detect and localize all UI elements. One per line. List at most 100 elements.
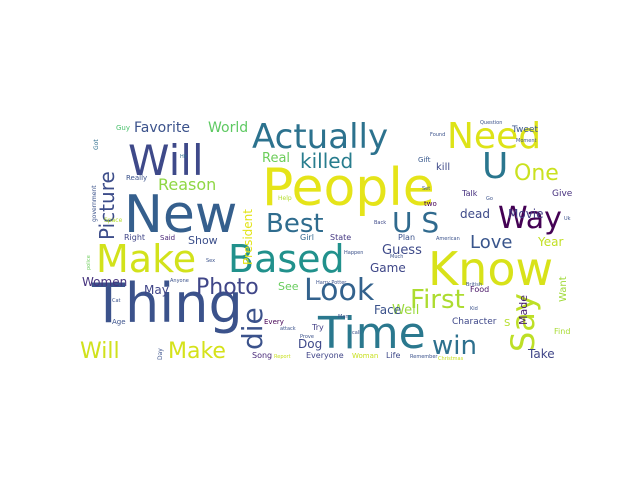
word-song: Song (252, 351, 272, 360)
word-based: Based (228, 237, 345, 281)
word-question: Question (480, 120, 502, 126)
word-government: government (91, 185, 98, 222)
word-u-s: U S (392, 206, 439, 239)
word-american: American (436, 236, 460, 242)
word-new: New (124, 185, 237, 245)
word-cat: Cat (112, 298, 121, 304)
word-dead: dead (460, 207, 490, 221)
word-food: Food (470, 285, 489, 294)
word-remember: Remember (410, 354, 438, 360)
word-two: two (424, 200, 437, 208)
word-face: Face (374, 303, 401, 317)
word-said: Said (160, 234, 175, 242)
word-take: Take (527, 347, 555, 361)
word-need: Need (447, 116, 541, 157)
word-much: Much (390, 254, 403, 260)
word-state: State (330, 233, 351, 242)
word-guess: Guess (382, 243, 422, 258)
word-photo: Photo (196, 275, 259, 300)
word-find: Find (554, 327, 570, 336)
word-try: Try (311, 323, 324, 332)
word-tweet: Tweet (511, 125, 538, 135)
word-killed: killed (300, 149, 353, 173)
word-police: police (86, 255, 92, 270)
word-actually: Actually (252, 117, 388, 157)
word-president: President (241, 209, 255, 265)
word-women: Women (82, 275, 127, 289)
word-will: Will (80, 339, 120, 364)
word-show: Show (188, 234, 218, 247)
word-character: Character (452, 317, 497, 327)
word-may: May (144, 283, 169, 297)
word-sex: Sex (206, 258, 215, 264)
word-report: Report (274, 354, 291, 360)
word-die: die (236, 307, 269, 350)
word-harry-potter: Harry Potter (316, 280, 347, 286)
word-guy: Guy (116, 124, 130, 132)
word-call: call (352, 330, 361, 336)
word-time: Time (317, 308, 426, 359)
word-see: See (278, 280, 299, 293)
word-make: Make (96, 237, 196, 281)
word-prove: Prove (300, 334, 314, 340)
word-gift: Gift (418, 156, 431, 164)
word-made: Made (517, 295, 530, 325)
word-moment: Moment (516, 138, 536, 144)
word-year: Year (537, 235, 563, 249)
word-thing: Thing (91, 272, 243, 335)
word-happen: Happen (344, 250, 363, 256)
word-got: Got (93, 139, 100, 150)
word-say: Say (504, 293, 542, 352)
word-favorite: Favorite (134, 120, 190, 136)
word-first: First (410, 285, 465, 315)
word-right: Right (124, 233, 145, 242)
word-kill: kill (436, 162, 450, 173)
word-u: U (482, 146, 508, 187)
word-will: Will (128, 136, 204, 185)
word-space: Space (104, 217, 123, 224)
word-kid: Kid (470, 306, 478, 312)
word-s: S (504, 318, 510, 329)
word-one: One (514, 161, 559, 186)
word-uk: Uk (564, 216, 571, 222)
word-talk: Talk (461, 189, 478, 198)
word-know: Know (428, 242, 553, 296)
word-go: Go (486, 196, 493, 202)
word-age: Age (112, 318, 126, 326)
word-every: Every (264, 318, 284, 326)
word-picture: Picture (95, 171, 119, 240)
word-well: Well (392, 303, 419, 318)
word-girl: Girl (300, 233, 314, 242)
word-look: Look (304, 273, 375, 308)
word-make: Make (168, 339, 226, 364)
word-set: Set (422, 186, 430, 192)
word-dog: Dog (298, 337, 322, 351)
word-hit: Hit (180, 154, 187, 160)
word-attack: attack (280, 326, 296, 332)
word-real: Real (262, 151, 290, 166)
word-really: Really (126, 174, 147, 182)
word-back: Back (374, 220, 386, 226)
word-want: Want (558, 276, 569, 302)
word-best: Best (266, 209, 324, 239)
word-give: Give (552, 189, 573, 199)
word-life: Life (386, 351, 400, 360)
word-reason: Reason (158, 175, 216, 194)
word-woman: Woman (352, 352, 378, 360)
word-way: Way (498, 201, 562, 236)
word-plan: Plan (398, 233, 415, 242)
word-man: Man (338, 314, 349, 320)
word-movie: Movie (508, 207, 544, 221)
word-british: British (466, 282, 482, 288)
word-win: win (432, 331, 477, 361)
word-world: World (208, 120, 248, 136)
word-love: Love (470, 232, 512, 253)
word-people: People (262, 158, 435, 218)
word-everyone: Everyone (306, 351, 344, 360)
word-found: Found (430, 132, 445, 138)
word-game: Game (370, 261, 406, 275)
word-christmas: Christmas (438, 356, 464, 362)
